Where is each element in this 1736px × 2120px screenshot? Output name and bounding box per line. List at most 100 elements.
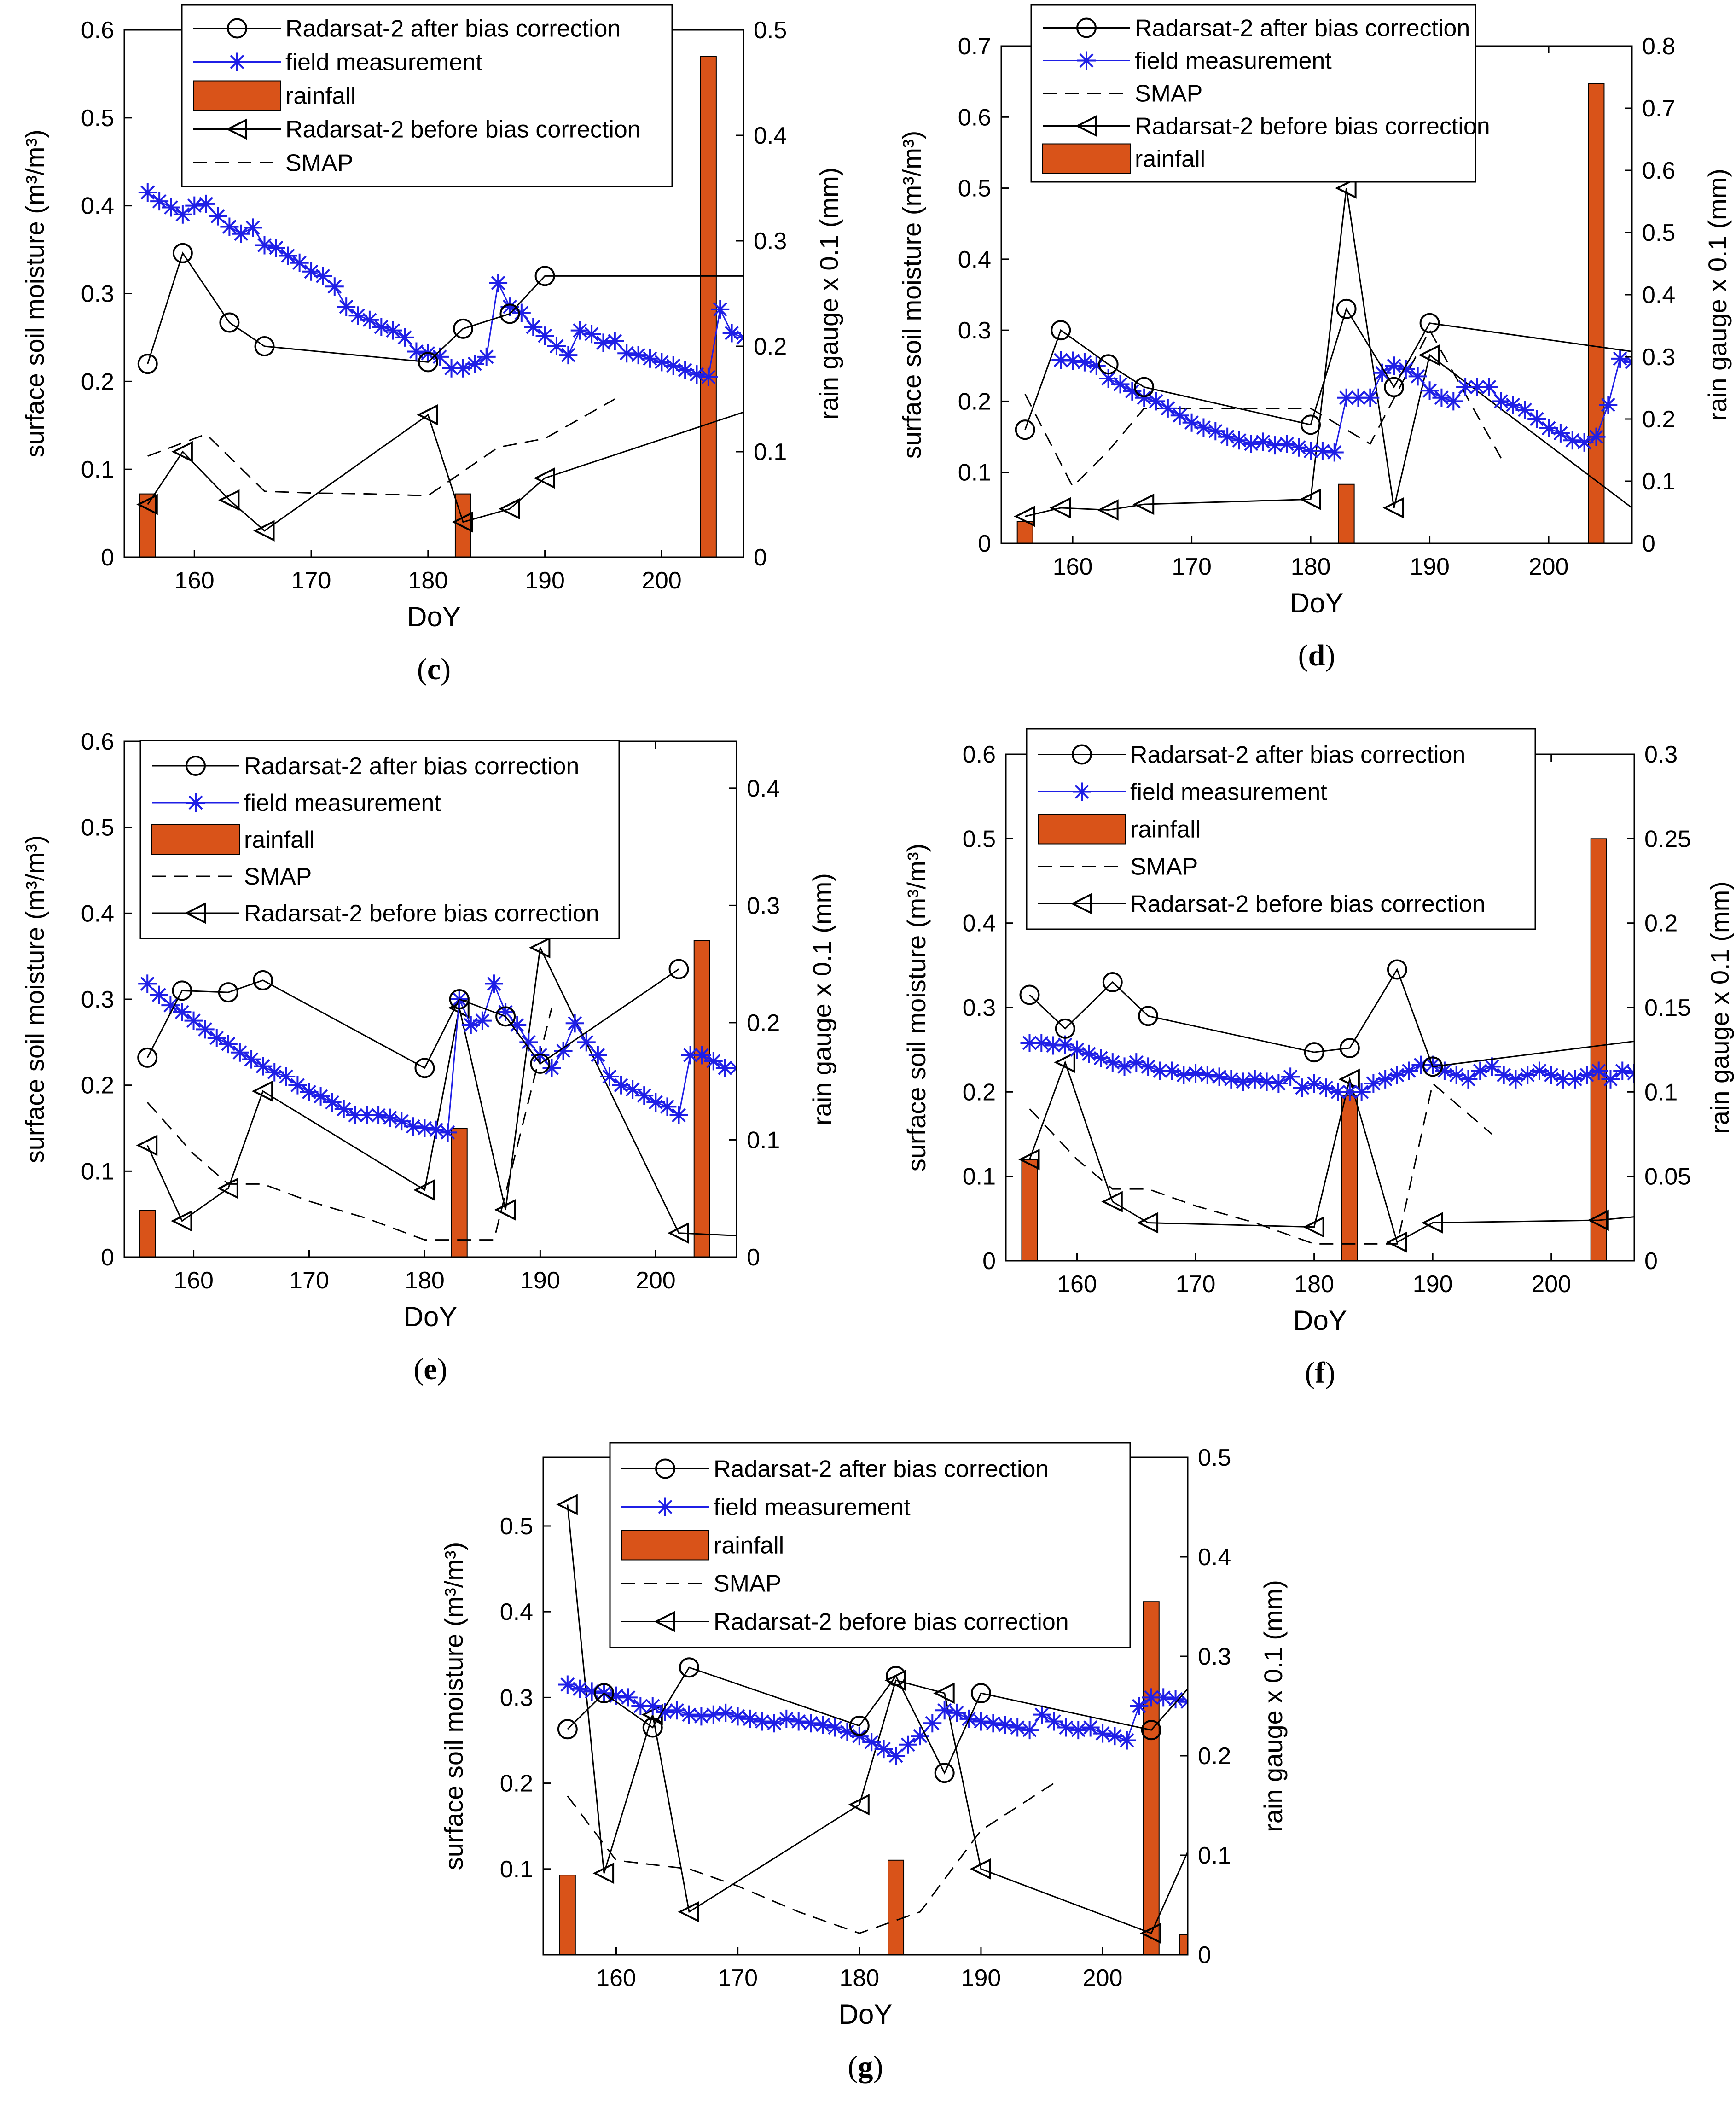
x-tick-label: 160 (174, 567, 215, 594)
field-point (765, 1714, 784, 1733)
radarsat-before-point (136, 494, 158, 515)
x-tick-label: 190 (1410, 553, 1450, 580)
field-point (138, 183, 157, 202)
y-right-tick-label: 0.3 (747, 892, 780, 919)
legend-marker-radarsat-before (184, 902, 206, 924)
field-point (1008, 1718, 1027, 1737)
field-point (173, 205, 192, 224)
radarsat-before-point (498, 498, 520, 520)
x-tick-label: 170 (1176, 1271, 1216, 1298)
radarsat-after-point (886, 1666, 906, 1686)
x-tick-label: 190 (525, 567, 565, 594)
field-point (442, 359, 461, 378)
field-point (874, 1740, 893, 1759)
y-right-tick-label: 0.4 (1642, 282, 1675, 309)
field-point (971, 1712, 990, 1731)
smap-line (1029, 1082, 1492, 1245)
legend-swatch-rainfall (151, 824, 240, 855)
plot-area (556, 1494, 1188, 1955)
legend-item: rainfall (1042, 143, 1205, 174)
legend-label: Radarsat-2 before bias correction (1135, 113, 1490, 140)
field-point (1408, 367, 1427, 386)
legend-marker-field (1073, 782, 1091, 801)
field-point (753, 1712, 772, 1731)
field-point (1158, 399, 1177, 418)
radarsat-after-point (1102, 972, 1123, 992)
field-point (1504, 396, 1522, 414)
radarsat-after-point (495, 1006, 516, 1027)
radarsat-after-point (1301, 414, 1321, 435)
field-point (1269, 1074, 1288, 1093)
field-point (656, 1703, 674, 1722)
radarsat-before-point (556, 1494, 578, 1515)
y-tick-label: 0.4 (81, 900, 114, 927)
field-point (1396, 360, 1415, 379)
field-point (300, 1083, 319, 1101)
x-tick-label: 170 (289, 1267, 329, 1294)
radarsat-after-point (1339, 1038, 1360, 1058)
y-right-tick-label: 0.1 (1198, 1842, 1231, 1869)
legend-label: rainfall (714, 1532, 784, 1559)
radarsat-after-point (414, 1058, 435, 1078)
legend-label: field measurement (1130, 779, 1327, 806)
field-point (267, 239, 285, 257)
x-tick-label: 170 (1172, 553, 1212, 580)
field-point (1337, 388, 1356, 407)
radarsat-after-point (254, 336, 275, 356)
y-tick-label: 0.5 (958, 175, 991, 202)
radarsat-before-point (1101, 1191, 1123, 1212)
field-point (496, 1003, 515, 1021)
y-tick-label: 0.3 (958, 317, 991, 344)
field-point (542, 1059, 561, 1077)
legend-item: Radarsat-2 after bias correction (193, 16, 621, 42)
field-point (711, 300, 730, 319)
plot-area (136, 56, 743, 557)
field-point (617, 344, 636, 363)
field-point (635, 1086, 654, 1105)
radarsat-before-point (1137, 1212, 1159, 1234)
y-right-tick-label: 0.5 (754, 17, 787, 44)
field-point (687, 365, 706, 384)
field-point (465, 355, 484, 373)
field-point (185, 196, 204, 215)
field-point (1399, 1061, 1418, 1080)
field-point (1301, 442, 1320, 460)
field-point (369, 1106, 388, 1124)
radarsat-before-point (251, 1080, 273, 1102)
legend-item: Radarsat-2 before bias correction (152, 900, 599, 927)
x-axis-label: DoY (1293, 1305, 1347, 1336)
field-point (1051, 350, 1070, 369)
y-tick-label: 0.4 (81, 193, 114, 220)
y-right-tick-label: 0.6 (1642, 157, 1675, 184)
field-point (508, 1016, 527, 1034)
field-point (899, 1735, 917, 1754)
field-point (1093, 1724, 1112, 1743)
field-point (302, 262, 321, 281)
radarsat-after-line (1024, 307, 1632, 430)
legend-marker-radarsat-after (1076, 17, 1097, 38)
radarsat-before-point (668, 1222, 689, 1244)
radarsat-after-line (1029, 968, 1634, 1067)
field-point (1420, 381, 1439, 400)
radarsat-after-point (1422, 1056, 1443, 1077)
y-right-tick-label: 0 (747, 1244, 760, 1271)
radarsat-before-point (1303, 1216, 1324, 1238)
field-point (1411, 1055, 1430, 1074)
chart-panel-g: 160 170 180 190 200 0.1 0.2 0.3 0.4 0.5 0 0.1 0.2 0.3… (439, 1442, 1288, 2084)
y-tick-label: 0.2 (500, 1771, 533, 1797)
radarsat-after-point (1019, 984, 1040, 1005)
field-point (477, 347, 496, 366)
x-tick-label: 190 (520, 1267, 560, 1294)
field-point (161, 996, 180, 1015)
field-point (337, 297, 356, 316)
field-point (679, 1705, 698, 1724)
field-point (1257, 1072, 1276, 1091)
field-point (360, 310, 379, 329)
y-tick-label: 0.4 (963, 910, 996, 937)
field-point (254, 1057, 273, 1076)
legend-marker-radarsat-after (186, 756, 206, 776)
x-tick-label: 160 (596, 1965, 636, 1992)
legend-item: SMAP (152, 863, 312, 890)
field-point (801, 1714, 820, 1733)
field-point (1456, 378, 1475, 396)
